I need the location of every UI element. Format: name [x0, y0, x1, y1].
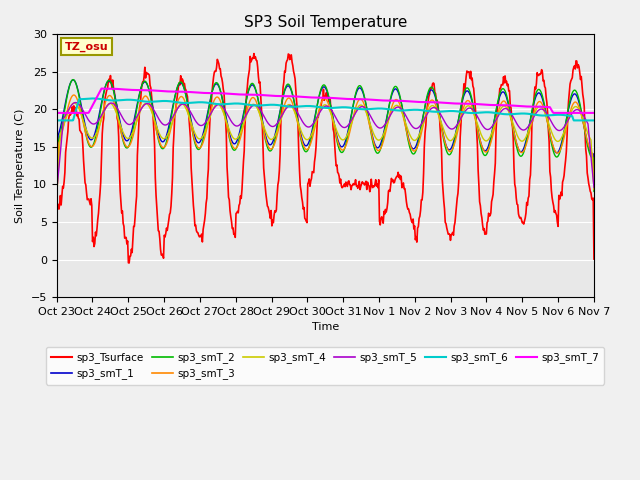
sp3_smT_3 — [63, 111, 70, 117]
sp3_smT_5 — [118, 115, 126, 120]
sp3_smT_4 — [173, 107, 181, 112]
sp3_smT_2 — [407, 148, 415, 154]
sp3_smT_2 — [69, 77, 77, 83]
sp3_Tsurface — [53, 207, 61, 213]
sp3_smT_3 — [391, 97, 399, 103]
sp3_smT_7 — [590, 110, 598, 116]
sp3_smT_3 — [70, 92, 77, 98]
sp3_smT_4 — [53, 196, 61, 202]
sp3_smT_5 — [407, 121, 415, 127]
X-axis label: Time: Time — [312, 323, 339, 332]
sp3_Tsurface — [250, 51, 258, 57]
sp3_smT_6 — [63, 118, 70, 123]
sp3_smT_7 — [63, 110, 70, 116]
sp3_smT_2 — [590, 189, 598, 194]
Y-axis label: Soil Temperature (C): Soil Temperature (C) — [15, 108, 25, 223]
Line: sp3_Tsurface: sp3_Tsurface — [57, 54, 594, 263]
sp3_Tsurface — [590, 256, 598, 262]
sp3_smT_7 — [391, 98, 399, 104]
sp3_smT_6 — [202, 99, 209, 105]
sp3_smT_5 — [391, 106, 399, 111]
sp3_smT_1 — [63, 96, 70, 101]
sp3_smT_7 — [118, 86, 126, 92]
sp3_smT_3 — [407, 144, 415, 150]
sp3_smT_1 — [202, 121, 209, 127]
sp3_smT_5 — [590, 185, 598, 191]
sp3_smT_1 — [69, 77, 77, 83]
sp3_smT_7 — [53, 110, 61, 116]
Text: TZ_osu: TZ_osu — [65, 42, 108, 52]
sp3_smT_1 — [53, 195, 61, 201]
Line: sp3_smT_5: sp3_smT_5 — [57, 103, 594, 192]
sp3_smT_5 — [173, 107, 181, 112]
Line: sp3_smT_3: sp3_smT_3 — [57, 95, 594, 203]
sp3_smT_3 — [590, 186, 598, 192]
Legend: sp3_Tsurface, sp3_smT_1, sp3_smT_2, sp3_smT_3, sp3_smT_4, sp3_smT_5, sp3_smT_6, : sp3_Tsurface, sp3_smT_1, sp3_smT_2, sp3_… — [46, 347, 604, 384]
sp3_Tsurface — [392, 175, 400, 181]
sp3_smT_5 — [72, 100, 79, 106]
sp3_smT_7 — [407, 98, 415, 104]
sp3_smT_3 — [202, 132, 209, 138]
sp3_smT_7 — [98, 86, 106, 92]
sp3_Tsurface — [202, 211, 209, 216]
sp3_smT_4 — [407, 134, 415, 140]
sp3_smT_4 — [63, 114, 70, 120]
sp3_smT_4 — [70, 100, 77, 106]
sp3_smT_6 — [173, 99, 181, 105]
sp3_smT_2 — [173, 85, 181, 91]
sp3_Tsurface — [173, 96, 181, 102]
sp3_Tsurface — [118, 210, 125, 216]
sp3_Tsurface — [408, 218, 415, 224]
sp3_smT_6 — [53, 118, 61, 123]
Line: sp3_smT_6: sp3_smT_6 — [57, 98, 594, 120]
sp3_smT_2 — [53, 180, 61, 186]
sp3_smT_1 — [407, 143, 415, 149]
sp3_smT_4 — [590, 186, 598, 192]
sp3_smT_4 — [118, 128, 126, 133]
sp3_smT_4 — [202, 128, 209, 133]
sp3_smT_5 — [202, 120, 209, 126]
sp3_smT_1 — [118, 129, 126, 135]
Line: sp3_smT_1: sp3_smT_1 — [57, 80, 594, 198]
sp3_smT_6 — [407, 107, 415, 113]
sp3_smT_2 — [391, 84, 399, 89]
sp3_smT_1 — [173, 86, 181, 92]
Line: sp3_smT_2: sp3_smT_2 — [57, 80, 594, 192]
sp3_smT_2 — [118, 135, 126, 141]
Line: sp3_smT_4: sp3_smT_4 — [57, 103, 594, 199]
sp3_smT_5 — [53, 189, 61, 195]
sp3_smT_7 — [202, 90, 209, 96]
sp3_smT_7 — [173, 89, 181, 95]
sp3_smT_2 — [63, 97, 70, 103]
sp3_smT_3 — [53, 200, 61, 205]
sp3_Tsurface — [125, 260, 133, 266]
Line: sp3_smT_7: sp3_smT_7 — [57, 89, 594, 113]
sp3_smT_6 — [590, 118, 598, 123]
sp3_smT_1 — [391, 86, 399, 92]
sp3_smT_3 — [118, 134, 126, 140]
sp3_smT_5 — [63, 111, 70, 117]
sp3_smT_6 — [118, 97, 126, 103]
sp3_smT_6 — [391, 108, 399, 113]
Title: SP3 Soil Temperature: SP3 Soil Temperature — [244, 15, 407, 30]
sp3_smT_2 — [202, 125, 209, 131]
sp3_smT_1 — [590, 177, 598, 183]
sp3_smT_6 — [90, 96, 97, 101]
sp3_smT_3 — [173, 101, 181, 107]
sp3_smT_4 — [391, 103, 399, 108]
sp3_Tsurface — [63, 143, 70, 148]
